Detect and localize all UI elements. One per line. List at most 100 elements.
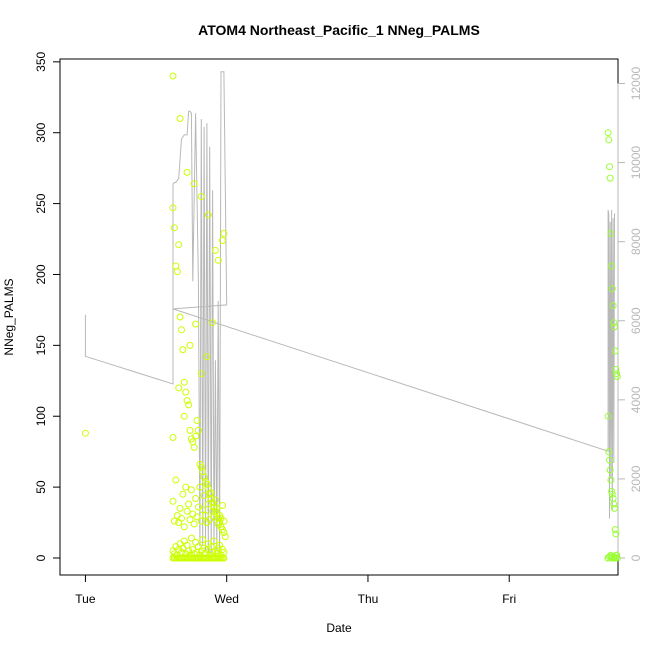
- data-point: [180, 523, 188, 531]
- data-point: [605, 136, 613, 144]
- x-axis: Tue Wed Thu Fri: [75, 574, 516, 606]
- data-point: [183, 507, 191, 515]
- data-point: [183, 397, 191, 405]
- data-point: [204, 211, 212, 219]
- data-point: [185, 547, 193, 555]
- data-point: [607, 229, 615, 237]
- x-axis-label: Date: [326, 621, 352, 635]
- y-tick-label-left: 0: [34, 554, 48, 561]
- y-tick-label-right: 8000: [629, 228, 643, 255]
- data-point: [175, 384, 183, 392]
- data-point: [220, 529, 228, 536]
- data-point: [185, 401, 193, 409]
- data-point: [175, 241, 183, 249]
- data-point: [211, 496, 219, 504]
- data-point: [197, 193, 205, 200]
- y-tick-label-right: 2000: [629, 465, 643, 492]
- data-point: [192, 432, 200, 440]
- data-point: [202, 512, 209, 519]
- data-point: [611, 323, 618, 331]
- data-point: [211, 246, 219, 254]
- data-point: [196, 483, 204, 491]
- data-point: [207, 489, 215, 497]
- data-point: [611, 347, 619, 355]
- data-point: [608, 490, 616, 498]
- y-tick-label-left: 150: [34, 335, 48, 355]
- data-point: [220, 517, 228, 525]
- data-point: [182, 483, 190, 491]
- data-point: [214, 256, 222, 264]
- data-point: [216, 519, 224, 526]
- data-point: [194, 426, 202, 434]
- series-line-path: [84, 71, 616, 555]
- data-point: [213, 504, 221, 512]
- data-point: [199, 506, 207, 514]
- data-point: [169, 497, 177, 505]
- data-point: [192, 495, 200, 502]
- data-point: [219, 502, 226, 509]
- data-point: [203, 353, 211, 361]
- data-point: [176, 313, 184, 321]
- data-point: [182, 388, 190, 396]
- data-point: [608, 262, 616, 270]
- y-axis-left: 0 50 100 150 200 250 300 350: [34, 52, 61, 561]
- data-point: [221, 533, 229, 541]
- data-point: [204, 500, 212, 508]
- data-point: [610, 500, 618, 508]
- data-point: [606, 174, 614, 182]
- data-point: [197, 370, 205, 378]
- data-point: [192, 320, 200, 328]
- data-point: [193, 417, 201, 424]
- data-point: [607, 476, 615, 484]
- y-tick-label-left: 250: [34, 193, 48, 213]
- data-point: [613, 554, 621, 562]
- data-point: [608, 487, 616, 495]
- data-point: [189, 510, 197, 518]
- data-point: [220, 548, 228, 556]
- plot-area: [59, 58, 619, 576]
- data-point: [209, 319, 217, 327]
- data-point: [187, 486, 195, 494]
- data-point: [178, 514, 185, 522]
- data-point: [610, 319, 618, 327]
- data-point: [186, 551, 194, 559]
- x-tick-label: Wed: [214, 592, 238, 606]
- data-point: [197, 463, 205, 471]
- data-point: [169, 72, 177, 80]
- data-point: [606, 466, 614, 474]
- y-axis-label: NNeg_PALMS: [2, 278, 16, 355]
- data-point: [186, 516, 194, 524]
- data-point: [199, 536, 207, 544]
- data-point: [172, 262, 180, 270]
- data-point: [190, 443, 198, 451]
- series-line: [84, 71, 616, 555]
- y-tick-label-left: 200: [34, 264, 48, 284]
- data-point: [185, 500, 193, 508]
- data-point: [197, 517, 205, 525]
- y-axis-right: 0 2000 4000 6000 8000 10000 12000: [617, 67, 643, 561]
- data-point: [193, 513, 201, 521]
- data-point: [170, 224, 178, 232]
- x-tick-label: Fri: [502, 592, 516, 606]
- data-point: [202, 550, 209, 558]
- data-point: [186, 426, 194, 434]
- data-point: [180, 378, 188, 386]
- data-point: [172, 476, 180, 484]
- y-tick-label-left: 300: [34, 122, 48, 142]
- data-point: [169, 204, 177, 212]
- data-point: [179, 490, 187, 498]
- data-point: [612, 366, 620, 373]
- data-point: [183, 168, 191, 176]
- x-tick-label: Tue: [75, 592, 96, 606]
- data-point: [611, 526, 619, 534]
- data-point: [176, 115, 184, 122]
- y-tick-label-right: 12000: [629, 67, 643, 101]
- data-point: [613, 373, 621, 380]
- chart-title: ATOM4 Northeast_Pacific_1 NNeg_PALMS: [198, 22, 480, 38]
- data-point: [611, 504, 618, 512]
- x-tick-label: Thu: [358, 592, 379, 606]
- data-point: [81, 429, 89, 437]
- data-point: [179, 346, 187, 354]
